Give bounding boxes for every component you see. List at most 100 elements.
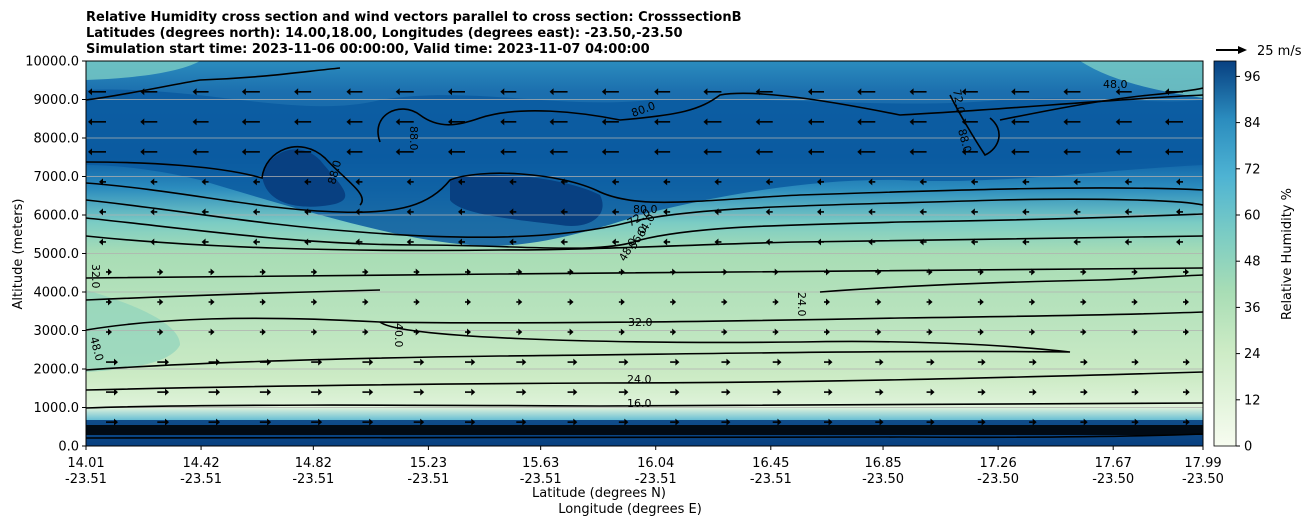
wind-vector [670,388,680,396]
wind-vector-head [395,148,400,156]
wind-vector-head [252,238,257,246]
wind-vector-head [549,148,554,156]
wind-vector [99,178,106,186]
wind-vector-head [1185,328,1189,336]
wind-vector-head [241,118,246,126]
wind-vector-head [99,238,103,246]
wind-vector [721,328,728,336]
wind-vector [1165,88,1183,96]
wind-vector [654,148,671,156]
wind-vector [1063,88,1081,96]
wind-vector [157,418,170,426]
x-axis-label-latitude: Latitude (degrees N) [532,486,666,501]
wind-vector [88,148,106,156]
wind-vector [465,298,471,306]
wind-vector [465,358,476,366]
wind-vector [458,238,465,246]
wind-vector [1183,298,1189,306]
wind-vector [857,118,876,126]
wind-vector-head [672,298,677,306]
wind-vector-head [857,118,862,126]
wind-vector-head [868,208,873,216]
wind-vector [346,118,363,126]
wind-vector-head [1185,388,1190,396]
wind-vector [106,298,112,306]
wind-vector [150,238,158,246]
contour-line [819,274,1203,293]
wind-vector-head [304,178,309,186]
wind-vector-head [663,238,668,246]
wind-vector-head [611,178,616,186]
y-tick-label: 6000.0 [34,209,80,224]
wind-vector-head [620,328,625,336]
wind-vector-head [216,418,221,426]
wind-vector [703,148,722,156]
wind-vector-head [500,88,505,96]
wind-vector [157,358,170,366]
wind-vector [106,328,112,336]
wind-vector-head [654,88,659,96]
wind-vector [294,118,312,126]
wind-vector [1029,388,1037,396]
x-tick-label-longitude: -23.50 [977,472,1019,487]
wind-vector-head [928,298,933,306]
wind-vector [1011,88,1030,96]
wind-vector [311,358,323,366]
wind-vector-head [777,358,782,366]
dry-region-top-left [86,61,200,80]
wind-vector [311,268,318,276]
wind-vector [150,178,158,186]
wind-vector-head [1063,118,1068,126]
wind-vector [140,148,158,156]
contour-label: 88.0 [955,127,974,154]
wind-vector-head [573,418,578,426]
quiver-key-label: 25 m/s [1257,44,1302,59]
wind-vector [926,298,933,306]
wind-vector-head [624,418,629,426]
wind-vector [1022,178,1030,186]
wind-vector-head [777,388,782,396]
contour-label: 48.0 [87,335,106,362]
wind-vector [721,298,728,306]
x-axis: 14.01-23.5114.42-23.5114.82-23.5115.23-2… [65,446,1224,487]
wind-vector [311,298,318,306]
wind-vector [919,178,927,186]
wind-vector-head [672,268,677,276]
wind-vector [857,88,876,96]
wind-vector [875,388,884,396]
wind-vector [618,418,629,426]
wind-vector-head [601,118,606,126]
wind-vector-head [879,388,884,396]
moist-region-upper [86,89,1203,246]
wind-vector [567,388,578,396]
colorbar-ticks: 0 12 24 36 48 60 72 84 96 [1236,70,1261,455]
wind-vector-head [868,238,873,246]
wind-vector [663,178,671,186]
wind-vector-head [970,208,975,216]
wind-vector-head [165,418,170,426]
colorbar-tick-label: 84 [1244,116,1261,131]
wind-vector [1165,148,1183,156]
wind-vector-head [672,328,677,336]
wind-vector [406,238,414,246]
wind-vector [1131,388,1139,396]
wind-vector [909,148,927,156]
wind-vector-head [522,388,527,396]
wind-vector [516,358,527,366]
wind-vector [601,148,619,156]
wind-vector [406,178,414,186]
wind-vector-head [979,328,984,336]
wind-vector [549,88,568,96]
colorbar-tick-label: 12 [1244,393,1261,408]
wind-vector-head [108,268,112,276]
wind-vector [1131,358,1139,366]
contour-line [377,92,1203,143]
wind-vector [824,328,830,336]
wind-vector [208,388,221,396]
wind-vector-head [979,268,984,276]
x-tick-label-latitude: 15.23 [410,456,447,471]
wind-vector [157,388,170,396]
wind-vector-head [518,298,523,306]
wind-vector-head [560,208,565,216]
wind-vector [721,358,731,366]
